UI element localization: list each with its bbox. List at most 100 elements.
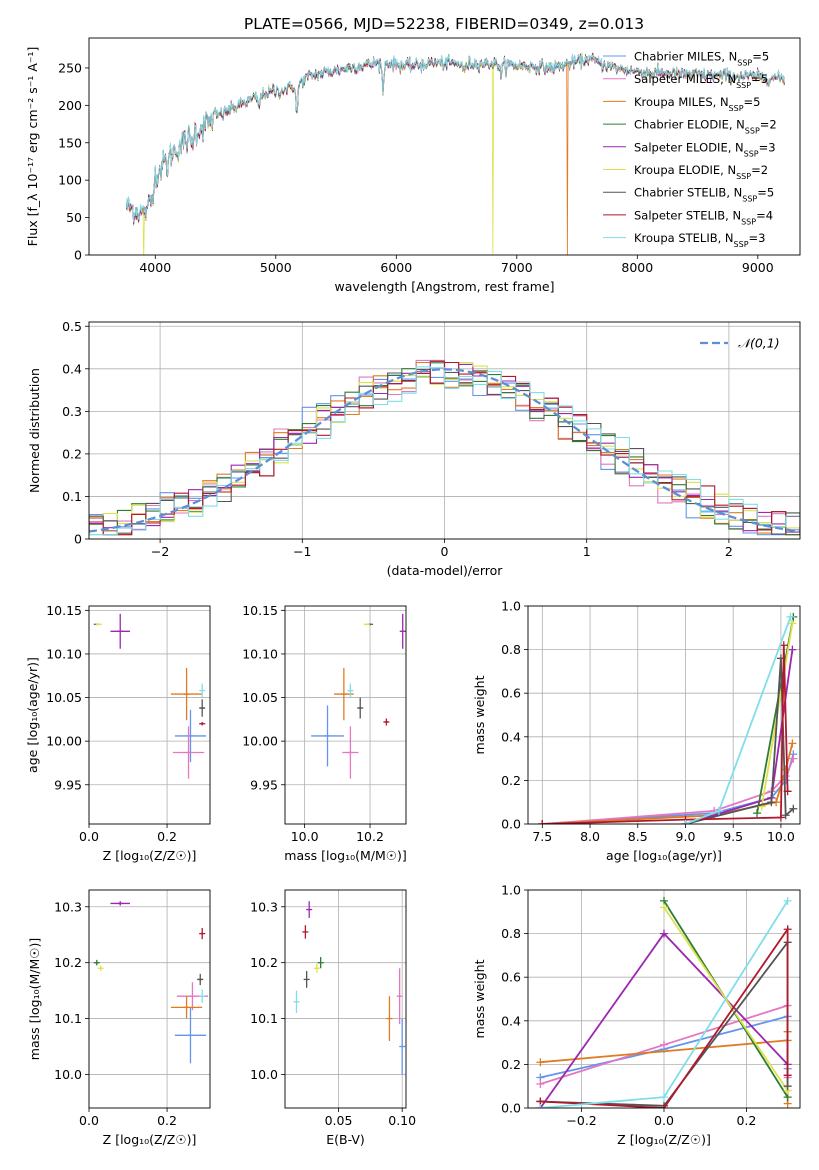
legend-label: Salpeter STELIB, NSSP=4 [634, 208, 773, 226]
legend-count: =5 [752, 50, 769, 64]
legend-count: =3 [749, 231, 766, 245]
x-tick-label: 10.0 [767, 829, 795, 844]
y-tick-label: 10.00 [242, 734, 278, 749]
legend-subscript: SSP [736, 81, 751, 90]
series-salpeter-stelib-marker [776, 813, 785, 822]
x-tick-label: 7000 [501, 260, 533, 275]
mass_vs_Z-frame [88, 889, 211, 1109]
series-salpeter-miles-marker [660, 1040, 668, 1049]
spectrum-lines [126, 52, 785, 255]
y-tick-label: 0.3 [62, 404, 82, 419]
x-tick-label: 0.05 [325, 1113, 353, 1128]
x-axis-label: (data-model)/error [387, 563, 504, 578]
x-tick-label: 5000 [260, 260, 292, 275]
x-tick-label: 8.5 [628, 829, 648, 844]
series-salpeter-stelib-marker [538, 820, 547, 824]
x-tick-label: 9.5 [723, 829, 743, 844]
series-kroupa-stelib-marker [660, 1093, 668, 1102]
y-axis-label: mass weight [472, 675, 487, 754]
legend-subscript: SSP [734, 240, 749, 249]
x-axis-label: Z [log₁₀(Z/Z☉)] [103, 848, 197, 863]
x-tick-label: 7.5 [532, 829, 552, 844]
legend-label: Salpeter MILES, NSSP=5 [634, 72, 768, 90]
legend-label: Chabrier STELIB, NSSP=5 [634, 186, 774, 204]
series-salpeter-stelib [542, 645, 789, 824]
mass_vs_ebv-points [293, 901, 406, 1075]
y-tick-label: 10.15 [46, 603, 82, 618]
residual-histograms [89, 359, 800, 536]
y-tick-label: 10.0 [250, 1067, 278, 1082]
x-tick-label: 1 [583, 544, 591, 559]
series-salpeter-miles-marker [789, 754, 798, 763]
y-tick-label: 10.1 [250, 1011, 278, 1026]
y-tick-label: 250 [58, 60, 82, 75]
x-tick-label: 0.10 [388, 1113, 416, 1128]
y-tick-label: 0.0 [501, 1101, 521, 1116]
y-tick-label: 10.05 [242, 690, 278, 705]
x-tick-label: 9.0 [676, 829, 696, 844]
age_vs_Z-axes: 0.0 0.2 9.95 10.00 10.05 10.10 10.15 Z [log₁₀(Z… [25, 603, 210, 863]
x-tick-label: 0.0 [79, 1113, 99, 1128]
series-kroupa-stelib-marker [681, 820, 690, 824]
normal-curve [89, 368, 800, 533]
series-kroupa-miles-marker [788, 739, 797, 748]
series-salpeter-elodie-marker [660, 929, 668, 938]
legend-count: =5 [751, 72, 768, 86]
series-kroupa-miles [542, 743, 794, 824]
y-tick-label: 0.2 [501, 1057, 521, 1072]
x-axis-label: mass [log₁₀(M/M☉)] [284, 848, 406, 863]
x-axis-label: age [log₁₀(age/yr)] [606, 848, 722, 863]
legend-count: =2 [760, 118, 777, 132]
legend-label: Kroupa STELIB, NSSP=3 [634, 231, 765, 249]
y-tick-label: 200 [58, 98, 82, 113]
legend-label: Salpeter ELODIE, NSSP=3 [634, 140, 776, 158]
y-tick-label: 0.8 [501, 642, 521, 657]
legend-subscript: SSP [736, 172, 751, 181]
x-tick-label: 0.2 [157, 1113, 177, 1128]
series-salpeter-miles-marker [536, 1080, 545, 1089]
x-tick-label: 6000 [380, 260, 412, 275]
weight_vs_age-frame [527, 605, 801, 825]
spectrum-kroupa-stelib [126, 53, 785, 223]
legend-label: Kroupa ELODIE, NSSP=2 [634, 163, 768, 181]
y-axis-label: age [log₁₀(age/yr)] [25, 657, 40, 773]
series-kroupa-miles-marker [536, 1058, 545, 1067]
y-tick-label: 0.5 [62, 319, 82, 334]
series-salpeter-stelib-marker [783, 1071, 792, 1080]
histogram-kroupa-stelib [89, 366, 800, 536]
legend-subscript: SSP [744, 149, 759, 158]
x-tick-label: −1 [293, 544, 311, 559]
spectrum-axes: 4000 5000 6000 7000 8000 9000 0 50 100 150 200 250 w… [25, 47, 774, 294]
age_vs_Z-frame [88, 605, 211, 825]
legend-count: =5 [744, 95, 761, 109]
y-axis-label: Normed distribution [27, 368, 42, 493]
x-tick-label: 0 [441, 544, 449, 559]
legend-count: =4 [756, 208, 773, 222]
series-salpeter-stelib-marker [660, 1104, 668, 1108]
age_vs_Z-points [93, 613, 207, 779]
series-chabrier-stelib-marker [783, 1082, 792, 1091]
y-tick-label: 10.3 [54, 899, 82, 914]
series-salpeter-stelib [540, 926, 789, 1108]
x-tick-label: −0.2 [566, 1113, 596, 1128]
spectrum-legend: Chabrier MILES, NSSP=5 Salpeter MILES, NS… [603, 50, 777, 249]
y-tick-label: 10.0 [54, 1067, 82, 1082]
y-tick-label: 10.10 [46, 646, 82, 661]
y-tick-label: 0 [74, 532, 82, 547]
histogram-salpeter-stelib [89, 361, 800, 536]
age_vs_mass-axes: 10.0 10.2 9.95 10.00 10.05 10.10 10.15 mass [lo… [242, 603, 407, 863]
x-tick-label: 0.2 [157, 829, 177, 844]
weight_vs_age-series [538, 612, 798, 824]
y-tick-label: 0.0 [501, 817, 521, 832]
legend-subscript: SSP [729, 103, 744, 112]
y-tick-label: 0.1 [62, 489, 82, 504]
y-tick-label: 0.8 [501, 926, 521, 941]
series-salpeter-elodie-marker [788, 645, 797, 654]
legend-subscript: SSP [745, 126, 760, 135]
y-tick-label: 1.0 [501, 883, 521, 898]
y-tick-label: 10.2 [250, 955, 278, 970]
series-chabrier-stelib-marker [767, 798, 776, 807]
series-chabrier-stelib-marker [789, 804, 798, 813]
mass_vs_ebv-frame [284, 889, 407, 1109]
